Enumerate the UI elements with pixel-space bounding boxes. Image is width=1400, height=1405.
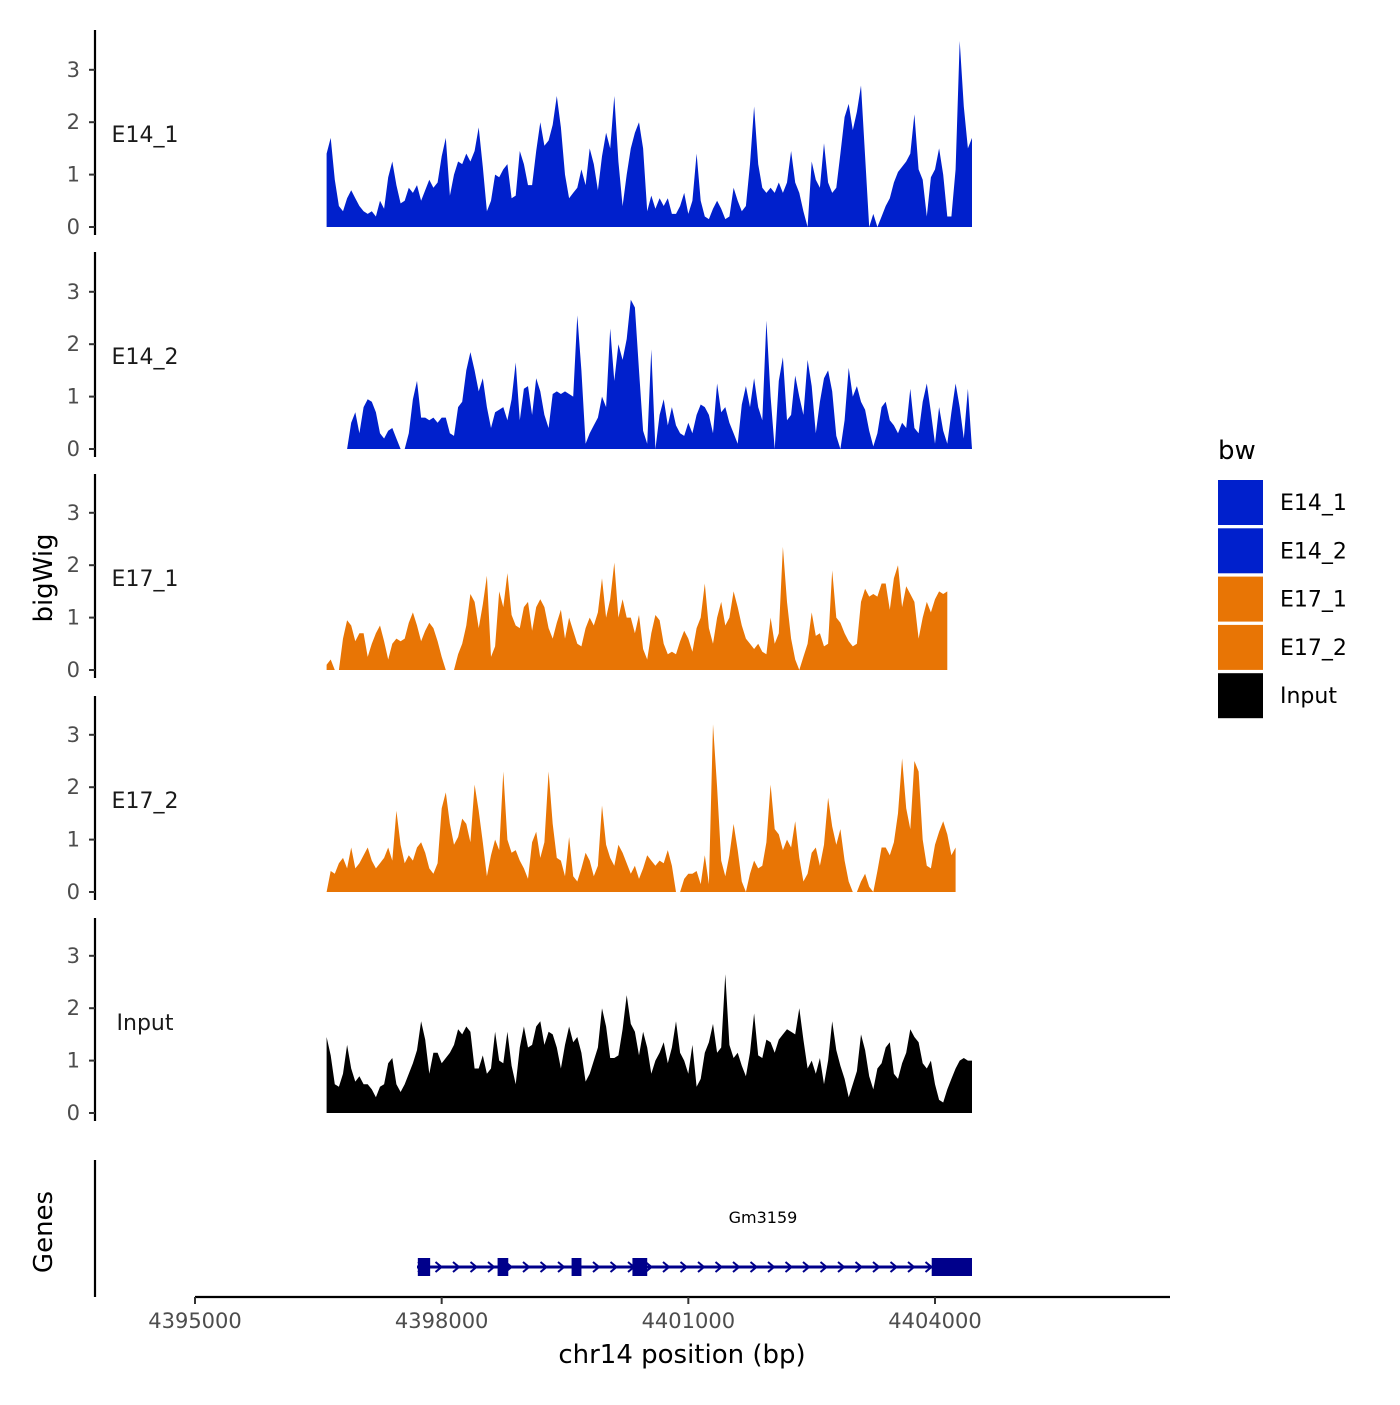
strand-arrow (872, 1261, 881, 1273)
genes-track: Gm3159 (93, 1160, 972, 1297)
y-tick-label: 2 (67, 996, 80, 1020)
strand-arrow (924, 1261, 934, 1273)
legend-swatch-input (1218, 673, 1263, 719)
coverage-area-e14_2 (347, 299, 973, 449)
legend-title: bw (1218, 436, 1256, 466)
x-axis: 4395000 4398000 4401000 4404000 (148, 1295, 1170, 1333)
legend-swatch-e14_1 (1218, 480, 1263, 525)
strand-arrow (837, 1261, 846, 1273)
gene-exon (931, 1258, 972, 1276)
strand-arrow (889, 1261, 899, 1273)
genes-axis-title: Genes (29, 1191, 59, 1273)
strand-arrow (592, 1261, 601, 1273)
gene-exon (417, 1258, 431, 1276)
x-axis-title: chr14 position (bp) (558, 1340, 805, 1370)
strand-arrow (609, 1261, 619, 1273)
y-tick-label: 0 (67, 880, 80, 904)
strand-arrow (539, 1261, 549, 1273)
y-tick-label: 0 (67, 215, 80, 239)
track-e14-1: 0 1 2 3 E14_1 (67, 30, 973, 239)
y-axis-title: bigWig (29, 533, 59, 622)
track-e14-2: 0 1 2 3 E14_2 (67, 252, 973, 461)
coverage-area-e14_1 (326, 41, 973, 227)
strand-arrow (854, 1261, 864, 1273)
strand-arrow (662, 1261, 671, 1273)
y-tick-label: 0 (67, 437, 80, 461)
strand-arrow (487, 1261, 496, 1273)
strand-arrow (452, 1261, 461, 1273)
legend-label: Input (1280, 684, 1337, 709)
y-tick-label: 0 (67, 658, 80, 682)
track-label: E17_2 (112, 789, 179, 814)
legend-label: E14_2 (1280, 539, 1347, 564)
y-tick-label: 3 (67, 280, 80, 304)
gene-name-label: Gm3159 (729, 1208, 798, 1227)
strand-arrow (784, 1261, 794, 1273)
strand-arrow (819, 1261, 829, 1273)
x-tick-label: 4398000 (395, 1309, 489, 1333)
y-tick-label: 3 (67, 501, 80, 525)
strand-arrow (522, 1261, 531, 1273)
legend: E14_1 E14_2 E17_1 E17_2 Input (1218, 480, 1347, 719)
track-label: E14_1 (112, 123, 179, 148)
strand-arrow (644, 1261, 654, 1273)
legend-label: E17_1 (1280, 588, 1347, 613)
strand-arrow (732, 1261, 741, 1273)
y-tick-label: 1 (67, 828, 80, 852)
y-tick-label: 2 (67, 110, 80, 134)
track-label: Input (117, 1011, 174, 1036)
strand-arrow (749, 1261, 759, 1273)
y-tick-label: 1 (67, 606, 80, 630)
strand-arrow (714, 1261, 724, 1273)
strand-arrow (697, 1261, 706, 1273)
track-e17-1: 0 1 2 3 E17_1 (67, 474, 948, 682)
y-tick-label: 1 (67, 163, 80, 187)
gene-exon (571, 1258, 582, 1276)
track-label: E17_1 (112, 567, 179, 592)
y-tick-label: 0 (67, 1101, 80, 1125)
tracks-layer: 0 1 2 3 E14_1 0 1 2 3 E14_2 0 1 2 3 E17_1 0 1 2 3 E17_2 0 1 2 3… (67, 30, 973, 1125)
legend-label: E14_1 (1280, 491, 1347, 516)
strand-arrow (802, 1261, 811, 1273)
x-tick-label: 4404000 (888, 1309, 982, 1333)
legend-swatch-e17_2 (1218, 624, 1263, 670)
track-label: E14_2 (112, 345, 179, 370)
gene-exon (497, 1258, 509, 1276)
legend-swatch-e17_1 (1218, 576, 1263, 622)
strand-arrow (679, 1261, 689, 1273)
strand-arrow (434, 1261, 444, 1273)
y-tick-label: 2 (67, 332, 80, 356)
coverage-area-input (326, 974, 973, 1113)
coverage-area-e17_1 (326, 546, 948, 670)
x-tick-label: 4401000 (642, 1309, 736, 1333)
strand-arrow (469, 1261, 479, 1273)
y-tick-label: 1 (67, 1049, 80, 1073)
legend-swatch-e14_2 (1218, 528, 1263, 574)
y-tick-label: 2 (67, 553, 80, 577)
y-tick-label: 3 (67, 58, 80, 82)
strand-arrow (557, 1261, 566, 1273)
gene-exon (632, 1258, 648, 1276)
y-tick-label: 1 (67, 385, 80, 409)
coverage-area-e17_2 (326, 724, 956, 892)
y-tick-label: 2 (67, 775, 80, 799)
track-e17-2: 0 1 2 3 E17_2 (67, 696, 956, 904)
legend-label: E17_2 (1280, 636, 1347, 661)
track-input: 0 1 2 3 Input (67, 918, 973, 1125)
x-tick-label: 4395000 (148, 1309, 242, 1333)
strand-arrow (767, 1261, 776, 1273)
y-tick-label: 3 (67, 723, 80, 747)
y-tick-label: 3 (67, 944, 80, 968)
strand-arrow (907, 1261, 916, 1273)
